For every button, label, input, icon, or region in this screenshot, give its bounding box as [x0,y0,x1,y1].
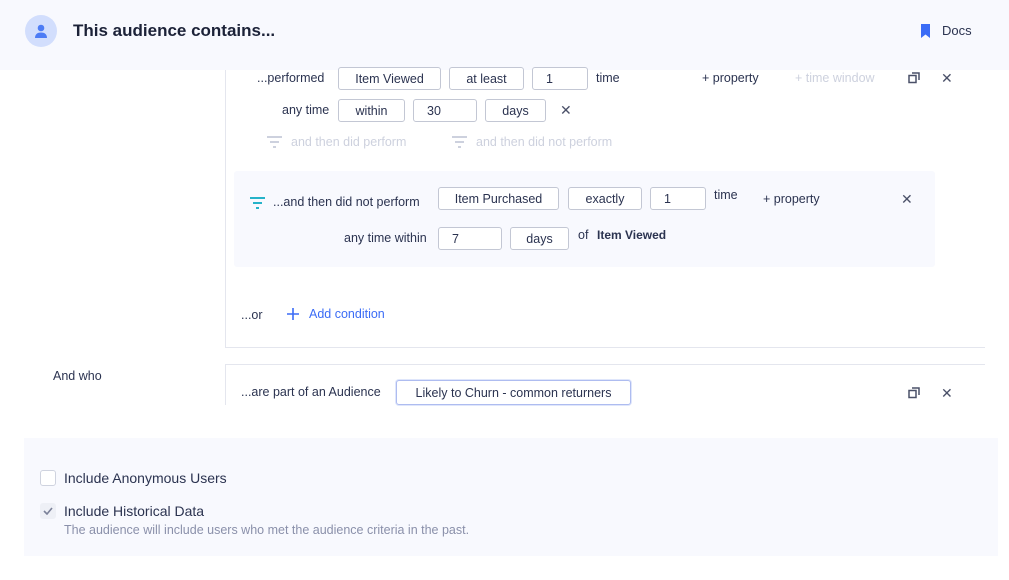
add-property-button[interactable]: + property [763,192,820,206]
label: and then did perform [291,135,407,149]
label: Add condition [309,307,385,321]
divider [225,364,985,365]
event-select[interactable]: Item Viewed [338,67,441,90]
divider [225,70,226,347]
and-then-did-not-perform-button[interactable]: and then did not perform [452,135,612,149]
options-panel [24,438,998,556]
duplicate-icon[interactable] [908,72,920,84]
time-label: time [714,188,738,202]
audience-select[interactable]: Likely to Churn - common returners [396,380,631,405]
filter-icon [250,197,265,209]
or-label: ...or [241,308,263,322]
include-historical-description: The audience will include users who met … [64,523,470,537]
plus-icon [287,308,299,320]
add-condition-button[interactable]: Add condition [287,307,385,321]
close-icon[interactable]: ✕ [901,191,913,207]
sub-condition-label: ...and then did not perform [273,195,420,209]
filter-icon [452,136,467,148]
of-event: Item Viewed [597,228,667,242]
and-then-did-perform-button[interactable]: and then did perform [267,135,406,149]
include-historical-label: Include Historical Data [64,503,205,519]
bookmark-icon [921,23,930,38]
label: and then did not perform [476,135,613,149]
add-property-button[interactable]: + property [702,71,759,85]
count-input[interactable]: 1 [532,67,588,90]
filter-icon [267,136,282,148]
part-of-audience-label: ...are part of an Audience [241,385,381,399]
user-icon [35,24,47,38]
time-label: time [596,71,620,85]
add-time-window-button[interactable]: + time window [795,71,875,85]
avatar [25,15,57,47]
sub-event-select[interactable]: Item Purchased [438,187,559,210]
performed-label: ...performed [257,71,325,85]
sub-condition [234,171,935,267]
include-anonymous-label: Include Anonymous Users [64,470,227,486]
close-icon[interactable]: ✕ [941,70,953,86]
sub-window-value-input[interactable]: 7 [438,227,502,250]
close-icon[interactable]: ✕ [560,102,572,118]
header: This audience contains... Docs [0,0,1009,70]
any-time-label: any time [282,103,330,117]
sub-frequency-select[interactable]: exactly [568,187,642,210]
and-who-label: And who [53,369,102,383]
divider [225,364,226,405]
sub-count-input[interactable]: 1 [650,187,706,210]
of-label: of [578,228,589,242]
include-historical-checkbox[interactable] [40,503,56,519]
page-title: This audience contains... [73,21,276,40]
include-anonymous-checkbox[interactable] [40,470,56,486]
duplicate-icon[interactable] [908,387,920,399]
any-time-within-label: any time within [344,231,427,245]
frequency-select[interactable]: at least [449,67,524,90]
divider [225,347,985,348]
docs-label: Docs [942,23,972,38]
window-value-input[interactable]: 30 [413,99,477,122]
window-unit-select[interactable]: days [485,99,546,122]
docs-link[interactable]: Docs [921,23,972,38]
close-icon[interactable]: ✕ [941,385,953,401]
window-type-select[interactable]: within [338,99,405,122]
sub-window-unit-select[interactable]: days [510,227,569,250]
check-icon [43,507,53,515]
